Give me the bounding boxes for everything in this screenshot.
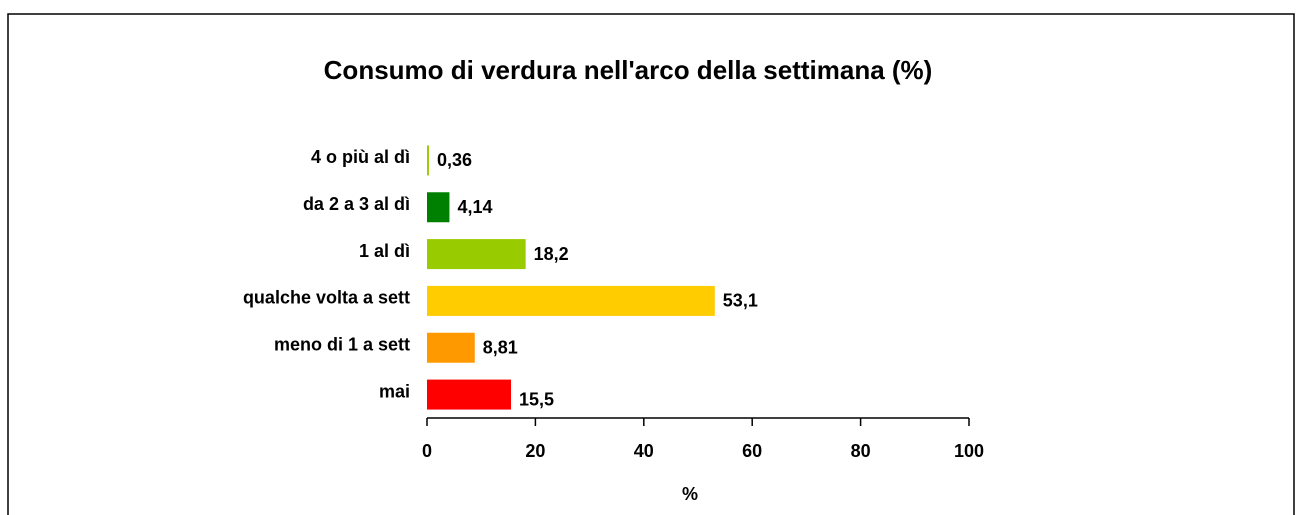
- value-label: 53,1: [723, 291, 758, 311]
- bar: [427, 379, 512, 410]
- value-label: 8,81: [483, 338, 518, 358]
- bar: [427, 285, 715, 316]
- bar: [427, 332, 475, 363]
- x-tick-label: 20: [525, 441, 545, 461]
- x-tick-label: 40: [634, 441, 654, 461]
- x-tick-label: 80: [851, 441, 871, 461]
- y-tick-label: mai: [379, 381, 410, 401]
- bar: [427, 145, 429, 176]
- frame: [7, 13, 1295, 515]
- x-tick-label: 100: [954, 441, 984, 461]
- x-tick-label: 60: [742, 441, 762, 461]
- bar: [427, 192, 450, 223]
- value-label: 4,14: [457, 197, 492, 217]
- value-label: 0,36: [437, 150, 472, 170]
- y-tick-label: 4 o più al dì: [311, 147, 410, 167]
- x-axis-label: %: [682, 484, 698, 504]
- x-tick-label: 0: [422, 441, 432, 461]
- y-tick-label: qualche volta a sett: [243, 288, 410, 308]
- y-tick-label: 1 al dì: [359, 241, 410, 261]
- bar: [427, 239, 526, 270]
- value-label: 15,5: [519, 389, 554, 409]
- y-tick-label: da 2 a 3 al dì: [303, 194, 410, 214]
- chart-title: Consumo di verdura nell'arco della setti…: [324, 55, 933, 85]
- y-tick-label: meno di 1 a sett: [274, 335, 410, 355]
- value-label: 18,2: [534, 244, 569, 264]
